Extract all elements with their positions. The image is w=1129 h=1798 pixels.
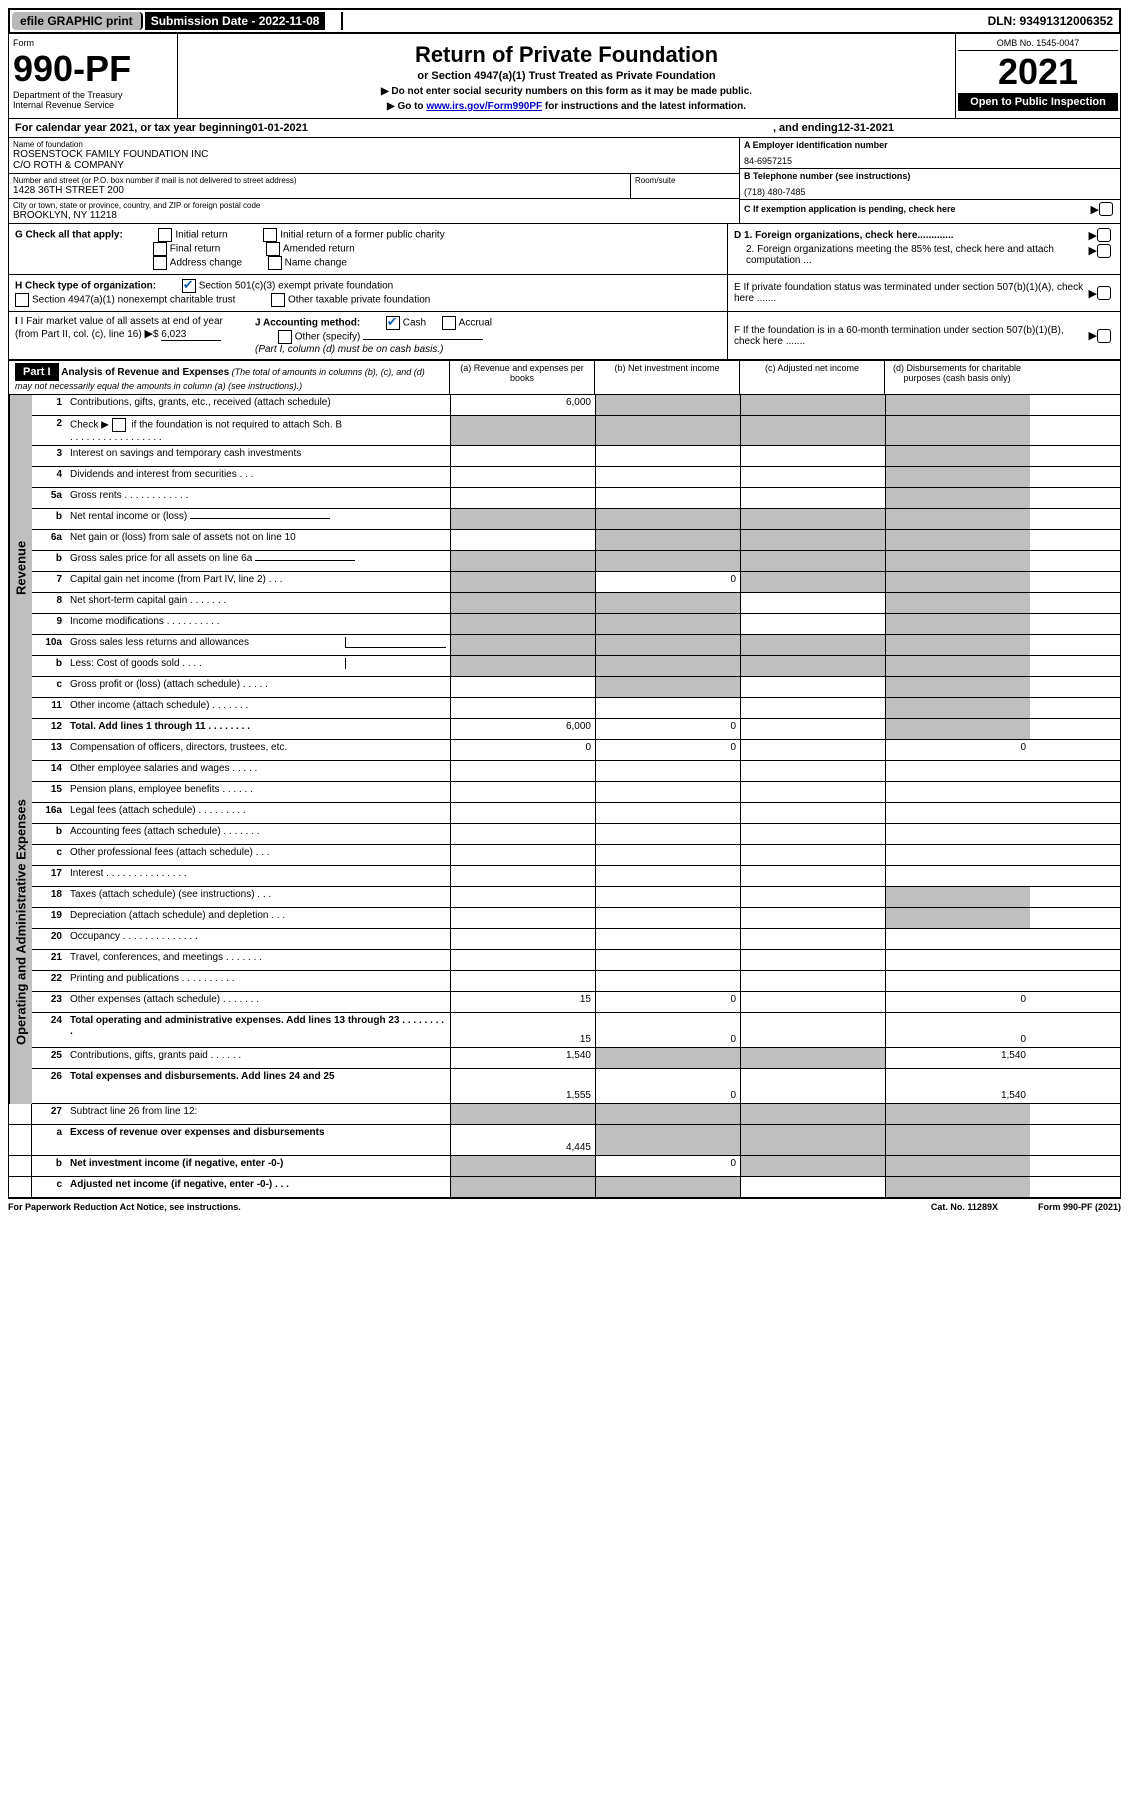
r12-a: 6,000	[450, 719, 595, 739]
r12-b: 0	[595, 719, 740, 739]
checkbox-c[interactable]	[1099, 202, 1113, 216]
instruction-1: ▶ Do not enter social security numbers o…	[184, 86, 949, 97]
tax-year-end: 12-31-2021	[838, 122, 894, 134]
form-number: 990-PF	[13, 48, 173, 90]
checkbox-f[interactable]	[1097, 329, 1111, 343]
checkbox-initial-return[interactable]	[158, 228, 172, 242]
top-bar: efile GRAPHIC print Submission Date - 20…	[8, 8, 1121, 34]
foundation-name-cell: Name of foundation ROSENSTOCK FAMILY FOU…	[9, 138, 739, 174]
header-right: OMB No. 1545-0047 2021 Open to Public In…	[955, 34, 1120, 118]
r7-b: 0	[595, 572, 740, 592]
irs-label: Internal Revenue Service	[13, 100, 173, 110]
checkbox-e[interactable]	[1097, 286, 1111, 300]
col-a-header: (a) Revenue and expenses per books	[449, 361, 594, 394]
efile-print-button[interactable]: efile GRAPHIC print	[12, 12, 143, 30]
expenses-section: Operating and Administrative Expenses 13…	[8, 740, 1121, 1104]
checkbox-4947a1[interactable]	[15, 293, 29, 307]
section-c-cell: C If exemption application is pending, c…	[740, 200, 1120, 218]
form-title: Return of Private Foundation	[184, 42, 949, 68]
submission-date: Submission Date - 2022-11-08	[145, 12, 326, 30]
checkbox-other-taxable[interactable]	[271, 293, 285, 307]
col-b-header: (b) Net investment income	[594, 361, 739, 394]
form-footer-label: Form 990-PF (2021)	[1038, 1202, 1121, 1212]
checkbox-initial-public[interactable]	[263, 228, 277, 242]
checkbox-cash[interactable]	[386, 316, 400, 330]
calendar-year-row: For calendar year 2021, or tax year begi…	[8, 119, 1121, 138]
open-inspection-badge: Open to Public Inspection	[958, 93, 1118, 111]
checkbox-sch-b[interactable]	[112, 418, 126, 432]
checkbox-d2[interactable]	[1097, 244, 1111, 258]
room-suite-cell: Room/suite	[630, 174, 739, 198]
entity-info-grid: Name of foundation ROSENSTOCK FAMILY FOU…	[8, 138, 1121, 224]
form-label: Form	[13, 38, 173, 48]
form-header: Form 990-PF Department of the Treasury I…	[8, 34, 1121, 119]
foundation-name-1: ROSENSTOCK FAMILY FOUNDATION INC	[13, 149, 735, 160]
city-value: BROOKLYN, NY 11218	[13, 210, 735, 221]
header-middle: Return of Private Foundation or Section …	[178, 34, 955, 118]
ein-value: 84-6957215	[744, 150, 1116, 166]
city-cell: City or town, state or province, country…	[9, 199, 739, 223]
form-subtitle: or Section 4947(a)(1) Trust Treated as P…	[184, 70, 949, 82]
header-left: Form 990-PF Department of the Treasury I…	[9, 34, 178, 118]
line-27-section: 27Subtract line 26 from line 12: aExcess…	[8, 1104, 1121, 1199]
phone-cell: B Telephone number (see instructions) (7…	[740, 169, 1120, 200]
omb-number: OMB No. 1545-0047	[958, 36, 1118, 51]
checkbox-address-change[interactable]	[153, 256, 167, 270]
checkbox-final-return[interactable]	[153, 242, 167, 256]
tax-year: 2021	[958, 51, 1118, 93]
checkbox-name-change[interactable]	[268, 256, 282, 270]
col-d-header: (d) Disbursements for charitable purpose…	[884, 361, 1029, 394]
part1-header-row: Part I Analysis of Revenue and Expenses …	[8, 360, 1121, 395]
section-i-j-f-row: I I Fair market value of all assets at e…	[8, 312, 1121, 360]
instruction-2: ▶ Go to www.irs.gov/Form990PF for instru…	[184, 101, 949, 112]
foundation-name-2: C/O ROTH & COMPANY	[13, 160, 735, 171]
dept-label: Department of the Treasury	[13, 90, 173, 100]
phone-value: (718) 480-7485	[744, 181, 1116, 197]
revenue-section: Revenue 1Contributions, gifts, grants, e…	[8, 395, 1121, 740]
submission-date-spacer	[325, 12, 342, 30]
part1-badge: Part I	[15, 363, 59, 381]
checkbox-501c3[interactable]	[182, 279, 196, 293]
address-value: 1428 36TH STREET 200	[13, 185, 626, 196]
form-instructions-link[interactable]: www.irs.gov/Form990PF	[426, 101, 542, 112]
ein-cell: A Employer identification number 84-6957…	[740, 138, 1120, 169]
section-h-e-row: H Check type of organization: Section 50…	[8, 275, 1121, 312]
paperwork-notice: For Paperwork Reduction Act Notice, see …	[8, 1202, 241, 1212]
catalog-number: Cat. No. 11289X	[931, 1202, 998, 1212]
address-cell: Number and street (or P.O. box number if…	[9, 174, 630, 198]
section-g-d-row: G Check all that apply: Initial return I…	[8, 224, 1121, 275]
checkbox-amended[interactable]	[266, 242, 280, 256]
dln-number: DLN: 93491312006352	[982, 12, 1119, 30]
revenue-label: Revenue	[9, 395, 32, 740]
col-c-header: (c) Adjusted net income	[739, 361, 884, 394]
fmv-value: 6,023	[161, 329, 221, 341]
r1-a: 6,000	[450, 395, 595, 415]
page-footer: For Paperwork Reduction Act Notice, see …	[8, 1199, 1121, 1215]
checkbox-d1[interactable]	[1097, 228, 1111, 242]
checkbox-other-method[interactable]	[278, 330, 292, 344]
tax-year-begin: 01-01-2021	[252, 122, 308, 134]
expenses-label: Operating and Administrative Expenses	[9, 740, 32, 1104]
checkbox-accrual[interactable]	[442, 316, 456, 330]
arrow-icon: ▶	[1091, 203, 1099, 216]
